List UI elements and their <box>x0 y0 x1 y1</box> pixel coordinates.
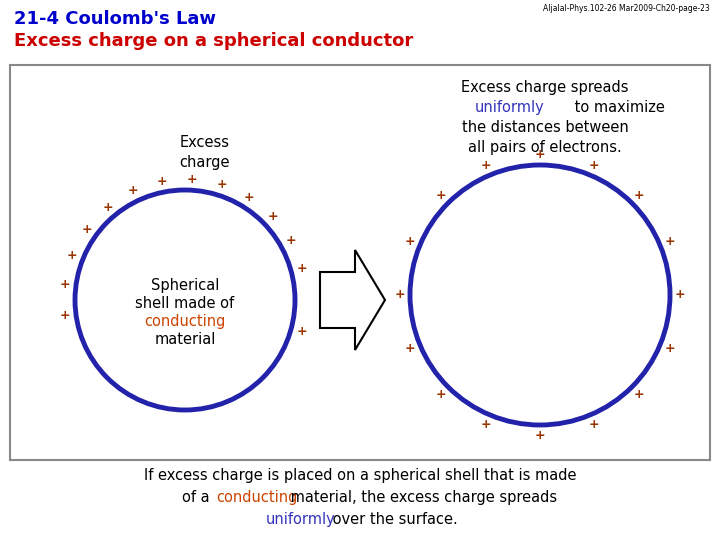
Text: +: + <box>634 189 644 202</box>
Text: conducting: conducting <box>217 490 298 505</box>
Text: +: + <box>127 184 138 197</box>
Text: to maximize: to maximize <box>570 100 665 115</box>
Text: +: + <box>405 342 415 355</box>
Text: +: + <box>665 342 675 355</box>
Text: Excess charge on a spherical conductor: Excess charge on a spherical conductor <box>14 32 413 50</box>
Text: material: material <box>154 332 216 347</box>
Text: of a: of a <box>181 490 214 505</box>
Text: +: + <box>67 249 78 262</box>
Text: +: + <box>634 388 644 401</box>
Text: +: + <box>216 178 227 191</box>
Text: +: + <box>60 309 71 322</box>
Text: uniformly: uniformly <box>475 100 545 115</box>
Text: +: + <box>535 148 545 161</box>
Text: +: + <box>481 159 492 172</box>
Text: conducting: conducting <box>144 314 225 329</box>
Text: Excess charge spreads: Excess charge spreads <box>462 80 629 95</box>
Polygon shape <box>320 250 385 350</box>
Text: +: + <box>81 222 92 235</box>
Text: all pairs of electrons.: all pairs of electrons. <box>468 140 622 155</box>
Text: +: + <box>267 210 278 223</box>
Text: +: + <box>481 418 492 431</box>
Text: charge: charge <box>180 155 230 170</box>
Text: +: + <box>285 234 296 247</box>
Text: shell made of: shell made of <box>135 296 235 311</box>
Text: +: + <box>535 429 545 442</box>
Text: +: + <box>436 388 446 401</box>
Text: Excess: Excess <box>180 135 230 150</box>
Text: +: + <box>156 175 167 188</box>
Text: over the surface.: over the surface. <box>328 512 458 527</box>
Text: +: + <box>405 235 415 248</box>
Text: uniformly: uniformly <box>266 512 336 527</box>
Text: +: + <box>244 191 254 204</box>
Text: +: + <box>186 173 197 186</box>
Text: +: + <box>102 200 113 213</box>
Text: +: + <box>588 159 599 172</box>
Text: +: + <box>60 279 71 292</box>
Text: +: + <box>665 235 675 248</box>
Text: +: + <box>297 262 307 275</box>
Text: +: + <box>675 288 685 301</box>
Text: +: + <box>436 189 446 202</box>
Text: the distances between: the distances between <box>462 120 629 135</box>
Text: +: + <box>588 418 599 431</box>
Text: If excess charge is placed on a spherical shell that is made: If excess charge is placed on a spherica… <box>144 468 576 483</box>
Bar <box>10 65 710 460</box>
Text: Spherical: Spherical <box>150 278 219 293</box>
Text: +: + <box>395 288 405 301</box>
Text: +: + <box>297 325 307 338</box>
Text: Aljalal-Phys.102-26 Mar2009-Ch20-page-23: Aljalal-Phys.102-26 Mar2009-Ch20-page-23 <box>544 4 710 13</box>
Text: 21-4 Coulomb's Law: 21-4 Coulomb's Law <box>14 10 216 28</box>
Text: material, the excess charge spreads: material, the excess charge spreads <box>287 490 557 505</box>
